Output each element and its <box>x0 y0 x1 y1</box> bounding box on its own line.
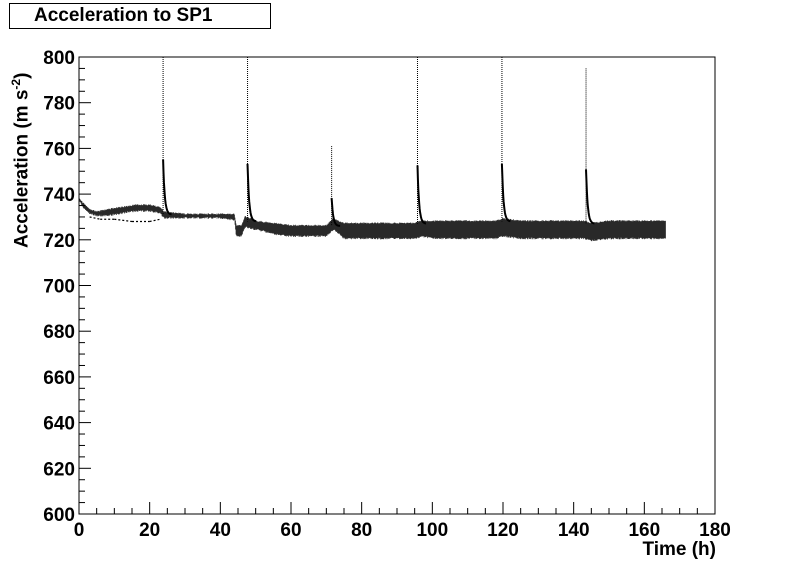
y-tick-label: 680 <box>43 322 75 343</box>
data-layer <box>78 57 666 242</box>
y-tick-label: 800 <box>43 48 75 69</box>
y-tick-label: 640 <box>43 414 75 435</box>
y-axis-label-text: Acceleration (m s-2) <box>9 73 33 248</box>
y-tick-label: 760 <box>43 139 75 160</box>
y-tick-label: 700 <box>43 277 75 298</box>
x-tick-label: 60 <box>280 520 301 541</box>
chart-title: Acceleration to SP1 <box>9 3 271 29</box>
x-tick-label: 40 <box>210 520 231 541</box>
y-tick-label: 660 <box>43 368 75 389</box>
y-tick-label: 620 <box>43 459 75 480</box>
y-tick-label: 600 <box>43 505 75 526</box>
plot-frame <box>78 56 716 515</box>
x-tick-label: 180 <box>699 520 731 541</box>
spike-decay <box>330 198 341 227</box>
chart-title-text: Acceleration to SP1 <box>34 5 213 26</box>
spike-decay <box>162 159 172 216</box>
x-tick-label: 160 <box>628 520 660 541</box>
y-axis-label-exponent: -2 <box>9 78 23 90</box>
x-axis-label: Time (h) <box>642 539 716 560</box>
x-tick-label: 0 <box>74 520 85 541</box>
lower-trace-segment <box>114 218 133 223</box>
y-tick-label: 720 <box>43 231 75 252</box>
x-tick-label: 140 <box>558 520 590 541</box>
x-tick-label: 20 <box>139 520 160 541</box>
y-tick-label: 740 <box>43 185 75 206</box>
x-tick-label: 80 <box>351 520 372 541</box>
x-tick-label: 100 <box>416 520 448 541</box>
x-tick-label: 120 <box>487 520 519 541</box>
lower-trace-segment <box>89 216 101 220</box>
spike-decay <box>585 169 595 225</box>
lower-trace-segment <box>149 218 161 223</box>
spike-decay <box>246 163 257 223</box>
y-axis-label-base: Acceleration (m s <box>11 89 33 248</box>
y-tick-label: 780 <box>43 94 75 115</box>
spike-decay <box>416 165 427 225</box>
spike-decay <box>500 163 511 223</box>
y-axis-label-close: ) <box>11 72 33 79</box>
axis-layer: 600 620 640 660 680 700 720 740 760 780 800 0 20 40 60… <box>43 48 731 541</box>
